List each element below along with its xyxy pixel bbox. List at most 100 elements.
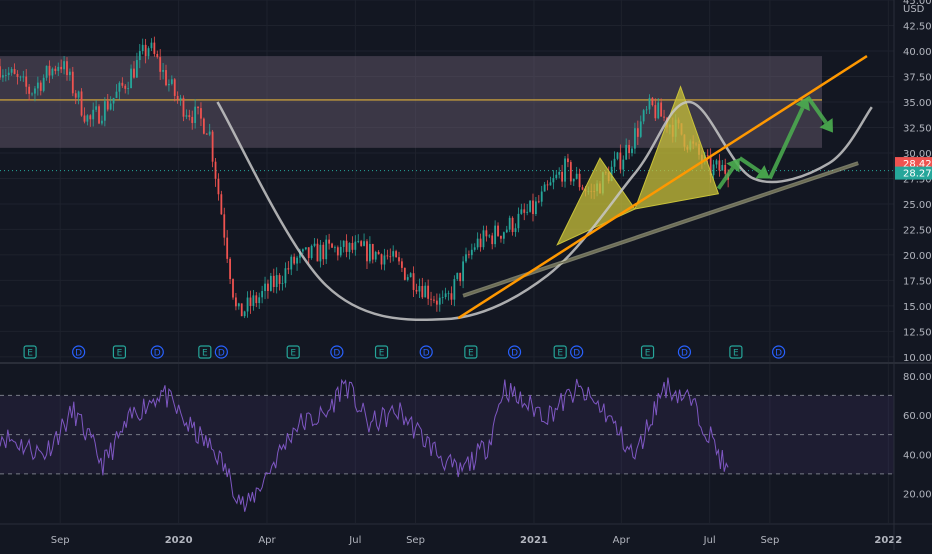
candle-body (237, 303, 240, 307)
candle-body (360, 241, 363, 246)
dividend-marker[interactable]: D (150, 345, 164, 359)
candle-body (438, 297, 441, 305)
dividend-marker[interactable]: D (677, 345, 692, 359)
candle-body (7, 72, 10, 76)
dividend-marker[interactable]: D (570, 345, 584, 359)
candle-body (176, 95, 179, 100)
currency-label: USD (903, 4, 925, 15)
candle-body (182, 97, 185, 117)
candle-body (552, 178, 555, 183)
candle-body (368, 244, 371, 262)
earnings-marker[interactable]: E (23, 345, 37, 359)
candle-body (281, 283, 284, 284)
dividend-marker[interactable]: D (507, 345, 522, 359)
candle-body (401, 261, 403, 268)
earnings-marker[interactable]: E (640, 345, 655, 359)
candle-body (494, 225, 497, 245)
dividend-marker[interactable]: D (72, 345, 86, 359)
rsi-tick-label: 40.00 (903, 450, 932, 461)
candle-body (74, 93, 77, 98)
candle-body (447, 293, 450, 295)
candle-body (63, 61, 65, 70)
candle-body (246, 297, 249, 312)
rsi-tick-label: 80.00 (903, 372, 932, 383)
candle-body (202, 118, 205, 134)
earnings-marker[interactable]: E (374, 345, 389, 359)
candle-body (540, 191, 543, 202)
dividend-marker[interactable]: D (772, 345, 786, 359)
candle-body (491, 235, 494, 245)
candle-body (572, 178, 575, 182)
candle-body (336, 247, 339, 256)
candle-body (517, 213, 520, 229)
price-tick-label: 32.50 (903, 123, 932, 134)
earnings-marker[interactable]: E (729, 345, 743, 359)
earnings-marker-box (374, 345, 389, 359)
earnings-marker-label: E (202, 349, 208, 359)
price-tick-label: 27.50 (903, 174, 932, 185)
candle-body (141, 44, 144, 52)
dividend-marker[interactable]: D (214, 345, 228, 359)
candle-body (197, 106, 199, 109)
candle-body (462, 261, 464, 282)
earnings-marker[interactable]: E (198, 345, 212, 359)
price-tick-label: 10.00 (903, 353, 932, 364)
candle-body (555, 174, 558, 179)
candle-body (214, 161, 217, 179)
candle-body (0, 66, 1, 78)
candle-body (718, 160, 721, 171)
projection-arrow-head (795, 96, 810, 112)
candle-body (546, 184, 549, 186)
time-tick-label: Sep (760, 535, 779, 546)
time-tick-label: 2020 (165, 535, 193, 546)
candle-body (223, 214, 226, 238)
dividend-marker[interactable]: D (419, 345, 433, 359)
candle-body (392, 251, 395, 257)
candle-body (2, 75, 4, 78)
candle-body (511, 217, 514, 233)
candle-body (130, 68, 132, 89)
dividend-marker[interactable]: D (330, 345, 344, 359)
earnings-marker[interactable]: E (112, 345, 127, 359)
candle-body (86, 115, 89, 122)
candle-body (205, 133, 208, 135)
candle-body (39, 82, 42, 91)
candle-body (371, 244, 374, 260)
price-badge-label: 28.42 (903, 159, 932, 170)
dividend-marker-label: D (775, 349, 782, 359)
candle-body (28, 86, 31, 94)
candle-body (162, 70, 164, 72)
candle-body (465, 254, 467, 262)
candle-body (578, 173, 581, 188)
price-tick-label: 30.00 (903, 149, 932, 160)
candle-body (529, 200, 531, 212)
candle-body (470, 249, 473, 256)
cup-curve (216, 100, 873, 322)
price-tick-label: 42.50 (903, 21, 932, 32)
candle-body (293, 256, 296, 264)
candle-body (45, 65, 48, 78)
time-tick-label: Apr (613, 535, 631, 546)
candle-body (485, 230, 488, 237)
candle-body (124, 85, 127, 89)
candle-body (307, 247, 310, 259)
dividend-marker-circle (150, 345, 164, 359)
candle-body (194, 106, 197, 124)
candle-body (240, 303, 243, 317)
candle-body (657, 102, 660, 119)
candle-body (342, 240, 345, 247)
candle-body (383, 255, 386, 265)
projection-arrow-head (726, 158, 740, 173)
time-tick-label: 2022 (874, 535, 902, 546)
candle-body (16, 73, 19, 77)
earnings-marker[interactable]: E (553, 345, 567, 359)
candle-body (319, 244, 322, 262)
earnings-marker[interactable]: E (286, 345, 300, 359)
earnings-marker[interactable]: E (464, 345, 478, 359)
candle-body (278, 275, 281, 284)
candle-body (95, 106, 98, 110)
